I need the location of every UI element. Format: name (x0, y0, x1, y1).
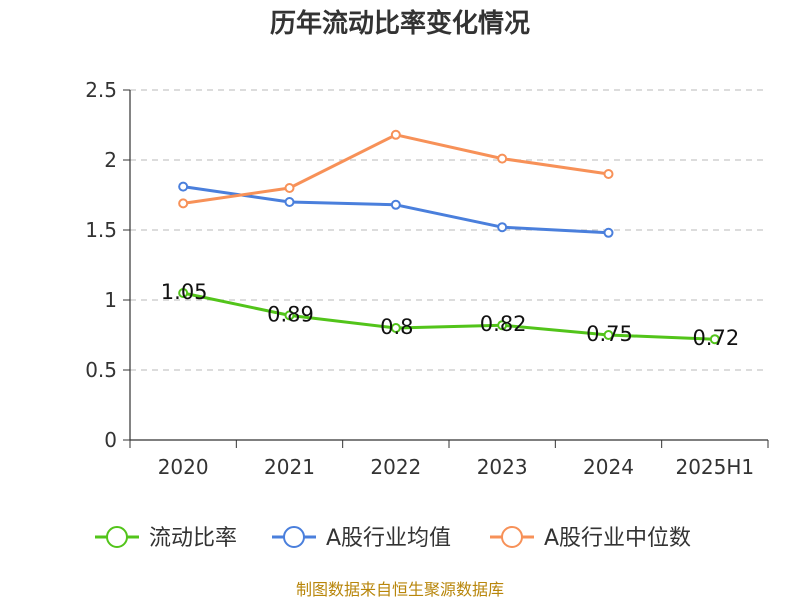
legend: 流动比率 A股行业均值 A股行业中位数 (95, 526, 691, 551)
x-tick-label: 2022 (370, 455, 421, 479)
legend-label[interactable]: A股行业中位数 (544, 526, 691, 551)
y-tick-label: 0.5 (85, 358, 117, 382)
series-0-point[interactable] (497, 320, 508, 331)
x-tick-label: 2020 (158, 455, 209, 479)
y-tick-label: 0 (104, 428, 117, 452)
legend-label[interactable]: 流动比率 (149, 526, 237, 551)
data-label: 1.05 (161, 280, 208, 304)
series-0-point[interactable] (284, 310, 295, 321)
legend-swatch-marker[interactable] (106, 526, 128, 548)
legend-label[interactable]: A股行业均值 (326, 526, 451, 551)
y-tick-label: 1 (104, 288, 117, 312)
y-tick-label: 1.5 (85, 218, 117, 242)
x-tick-label: 2025H1 (675, 455, 754, 479)
data-label: 0.89 (267, 302, 314, 326)
series-1-point[interactable] (390, 199, 401, 210)
data-labels: 1.05 0.89 0.8 0.82 0.75 0.72 (161, 280, 739, 350)
x-tick-label: 2023 (477, 455, 528, 479)
data-label: 0.75 (586, 322, 633, 346)
chart-title: 历年流动比率变化情况 (270, 8, 530, 39)
series-2-point[interactable] (603, 169, 614, 179)
series-1-point[interactable] (284, 197, 295, 207)
series-0-point[interactable] (709, 334, 720, 345)
series-line-2 (182, 133, 609, 205)
series-2-point[interactable] (284, 183, 295, 193)
series-1-point[interactable] (178, 181, 189, 192)
series-layer (178, 129, 720, 345)
series-1-point[interactable] (497, 222, 508, 233)
x-tick-label: 2021 (264, 455, 315, 479)
y-tick-label: 2 (104, 148, 117, 172)
series-0-point[interactable] (603, 330, 614, 340)
y-tick-label: 2.5 (85, 78, 117, 102)
series-line-0 (182, 291, 715, 341)
series-2-point[interactable] (178, 198, 189, 209)
series-2-point[interactable] (497, 153, 508, 164)
series-1-point[interactable] (603, 227, 614, 238)
data-label: 0.82 (480, 312, 527, 336)
data-label: 0.8 (380, 315, 413, 339)
legend-swatch-marker[interactable] (501, 526, 523, 548)
data-label: 0.72 (692, 326, 739, 350)
series-0-point[interactable] (390, 323, 401, 333)
x-tick-label: 2024 (583, 455, 634, 479)
legend-swatch-marker[interactable] (283, 526, 305, 548)
series-2-point[interactable] (390, 129, 401, 140)
series-0-point[interactable] (178, 288, 189, 298)
axes: 0 0.5 1 1.5 2 2.5 2020 2021 2022 2023 2024 2025H1 (85, 78, 769, 479)
source-note: 制图数据来自恒生聚源数据库 (296, 580, 504, 599)
